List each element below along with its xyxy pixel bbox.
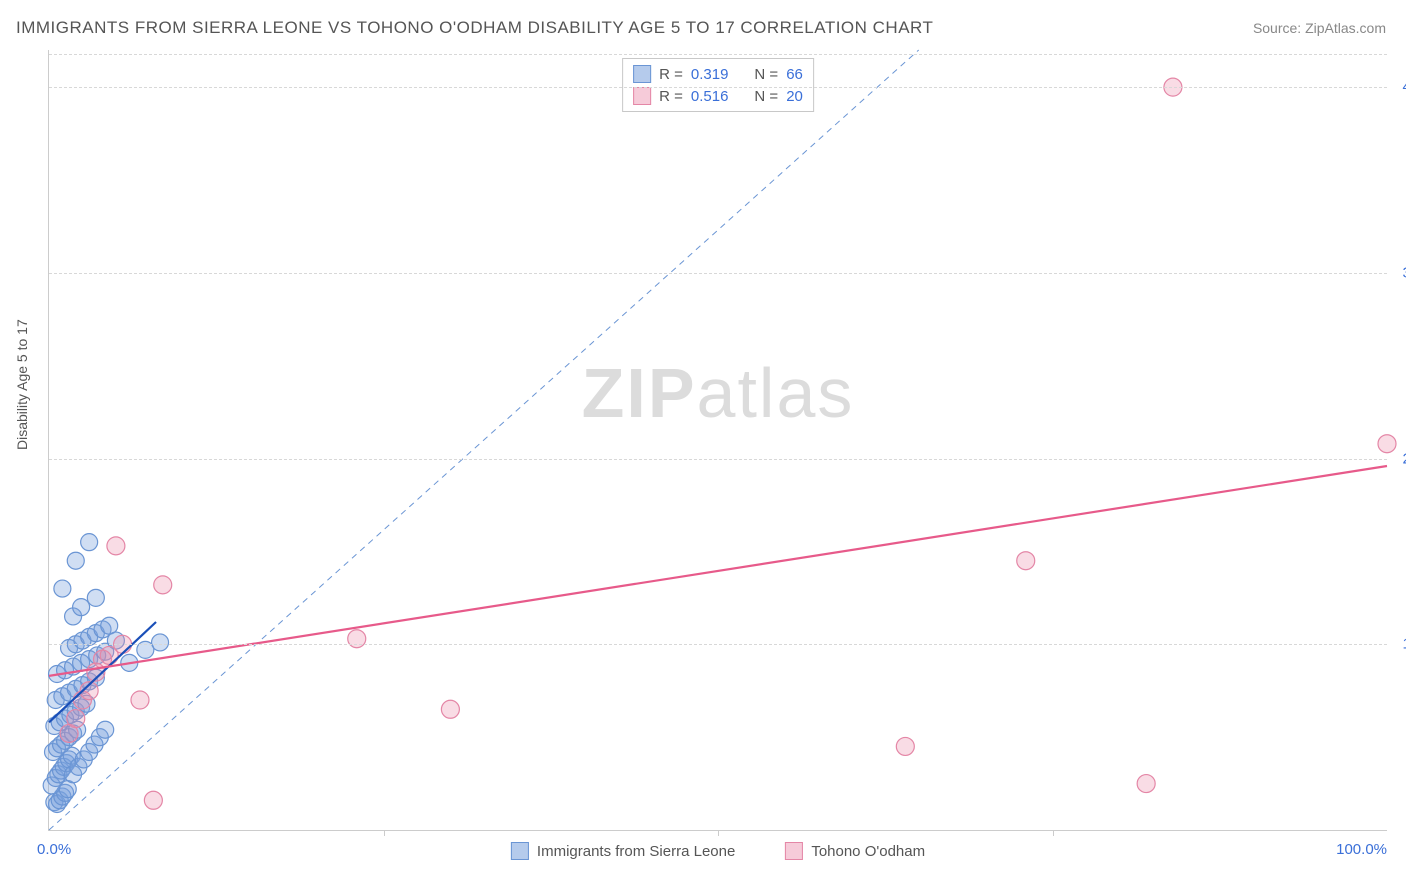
data-point: [97, 721, 114, 738]
legend-series: Immigrants from Sierra Leone Tohono O'od…: [511, 842, 925, 860]
x-axis-origin-label: 0.0%: [37, 841, 71, 858]
gridline-h: [49, 644, 1387, 645]
chart-svg: [49, 50, 1387, 830]
data-point: [154, 576, 172, 594]
source-prefix: Source:: [1253, 20, 1305, 36]
data-point: [441, 700, 459, 718]
gridline-h: [49, 459, 1387, 460]
reference-line: [49, 50, 919, 830]
y-tick-label: 40.0%: [1402, 79, 1406, 96]
data-point: [131, 691, 149, 709]
gridline-h: [49, 273, 1387, 274]
gridline-h: [49, 87, 1387, 88]
legend-label-1: Tohono O'odham: [811, 843, 925, 860]
data-point: [54, 580, 71, 597]
data-point: [1017, 552, 1035, 570]
legend-row-series-0: R = 0.319 N = 66: [633, 63, 803, 85]
legend-label-0: Immigrants from Sierra Leone: [537, 843, 735, 860]
legend-row-series-1: R = 0.516 N = 20: [633, 85, 803, 107]
x-tick-mark: [718, 830, 719, 836]
swatch-blue-icon: [633, 65, 651, 83]
y-tick-label: 30.0%: [1402, 264, 1406, 281]
data-point: [1137, 775, 1155, 793]
r-label: R =: [659, 66, 683, 83]
n-label: N =: [754, 88, 778, 105]
x-axis-max-label: 100.0%: [1336, 841, 1387, 858]
y-axis-label: Disability Age 5 to 17: [14, 319, 30, 450]
source-name: ZipAtlas.com: [1305, 20, 1386, 36]
swatch-blue-icon: [511, 842, 529, 860]
legend-correlation: R = 0.319 N = 66 R = 0.516 N = 20: [622, 58, 814, 112]
chart-title: IMMIGRANTS FROM SIERRA LEONE VS TOHONO O…: [16, 18, 933, 38]
data-point: [152, 634, 169, 651]
x-tick-mark: [384, 830, 385, 836]
data-point: [144, 791, 162, 809]
source-attribution: Source: ZipAtlas.com: [1253, 20, 1386, 36]
data-point: [1378, 435, 1396, 453]
data-point: [107, 537, 125, 555]
data-point: [87, 589, 104, 606]
gridline-h: [49, 54, 1387, 55]
data-point: [67, 710, 85, 728]
legend-item-1: Tohono O'odham: [785, 842, 925, 860]
swatch-pink-icon: [785, 842, 803, 860]
r-value-1: 0.516: [691, 88, 729, 105]
r-value-0: 0.319: [691, 66, 729, 83]
n-label: N =: [754, 66, 778, 83]
data-point: [73, 599, 90, 616]
data-point: [896, 737, 914, 755]
plot-area: ZIPatlas R = 0.319 N = 66 R = 0.516 N = …: [48, 50, 1387, 831]
r-label: R =: [659, 88, 683, 105]
legend-item-0: Immigrants from Sierra Leone: [511, 842, 735, 860]
n-value-1: 20: [786, 88, 803, 105]
data-point: [81, 534, 98, 551]
data-point: [67, 552, 84, 569]
y-tick-label: 20.0%: [1402, 450, 1406, 467]
x-tick-mark: [1053, 830, 1054, 836]
n-value-0: 66: [786, 66, 803, 83]
swatch-pink-icon: [633, 87, 651, 105]
y-tick-label: 10.0%: [1402, 636, 1406, 653]
